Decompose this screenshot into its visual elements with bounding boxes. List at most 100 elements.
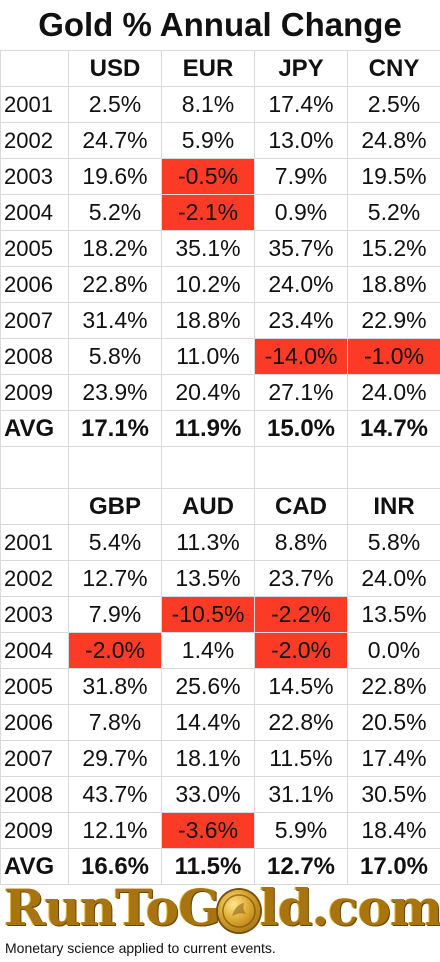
value-cell: 18.8% — [347, 266, 440, 303]
value-cell: 20.4% — [161, 374, 255, 411]
logo-area: RunToG ld.com Monetary science applied to… — [0, 874, 440, 962]
chart-title: Gold % Annual Change — [38, 6, 402, 43]
table-row: 2009 12.1% -3.6% 5.9% 18.4% — [0, 812, 440, 849]
table-row: 2009 23.9% 20.4% 27.1% 24.0% — [0, 374, 440, 411]
negative-value-cell: -2.0% — [68, 632, 162, 669]
year-label: 2006 — [0, 704, 69, 741]
value-cell: 31.4% — [68, 302, 162, 339]
negative-value-cell: -0.5% — [161, 158, 255, 195]
value-cell: 7.9% — [254, 158, 348, 195]
spacer-cell — [161, 446, 255, 489]
negative-value-cell: -2.0% — [254, 632, 348, 669]
year-label: 2001 — [0, 86, 69, 123]
column-header: EUR — [161, 50, 255, 87]
year-label: 2008 — [0, 776, 69, 813]
average-value: 11.9% — [161, 410, 255, 447]
value-cell: 27.1% — [254, 374, 348, 411]
value-cell: 31.1% — [254, 776, 348, 813]
value-cell: 8.1% — [161, 86, 255, 123]
logo-tagline: Monetary science applied to current even… — [5, 940, 276, 956]
average-value: 16.6% — [68, 848, 162, 885]
column-header: AUD — [161, 488, 255, 525]
average-value: 14.7% — [347, 410, 440, 447]
column-header: JPY — [254, 50, 348, 87]
average-value: 17.1% — [68, 410, 162, 447]
corner-cell — [0, 488, 69, 525]
negative-value-cell: -2.1% — [161, 194, 255, 231]
average-label: AVG — [0, 848, 69, 885]
value-cell: 1.4% — [161, 632, 255, 669]
gold-coin-icon — [218, 890, 260, 932]
table-row: 2006 7.8% 14.4% 22.8% 20.5% — [0, 704, 440, 741]
year-label: 2007 — [0, 302, 69, 339]
value-cell: 24.7% — [68, 122, 162, 159]
table-row: 2002 24.7% 5.9% 13.0% 24.8% — [0, 122, 440, 159]
value-cell: 24.0% — [347, 560, 440, 597]
average-row: AVG 16.6% 11.5% 12.7% 17.0% — [0, 848, 440, 885]
value-cell: 22.8% — [68, 266, 162, 303]
header-row: USD EUR JPY CNY — [0, 50, 440, 87]
value-cell: 5.2% — [347, 194, 440, 231]
column-header: GBP — [68, 488, 162, 525]
table-row: 2008 5.8% 11.0% -14.0% -1.0% — [0, 338, 440, 375]
value-cell: 35.7% — [254, 230, 348, 267]
value-cell: 5.2% — [68, 194, 162, 231]
value-cell: 18.2% — [68, 230, 162, 267]
negative-value-cell: -1.0% — [347, 338, 440, 375]
spacer-cell — [254, 446, 348, 489]
value-cell: 13.0% — [254, 122, 348, 159]
negative-value-cell: -14.0% — [254, 338, 348, 375]
value-cell: 7.9% — [68, 596, 162, 633]
value-cell: 8.8% — [254, 524, 348, 561]
table-row: 2004 5.2% -2.1% 0.9% 5.2% — [0, 194, 440, 231]
value-cell: 10.2% — [161, 266, 255, 303]
year-label: 2009 — [0, 812, 69, 849]
value-cell: 11.0% — [161, 338, 255, 375]
year-label: 2009 — [0, 374, 69, 411]
value-cell: 35.1% — [161, 230, 255, 267]
table-row: 2006 22.8% 10.2% 24.0% 18.8% — [0, 266, 440, 303]
year-label: 2008 — [0, 338, 69, 375]
value-cell: 25.6% — [161, 668, 255, 705]
spacer-cell — [68, 446, 162, 489]
value-cell: 19.6% — [68, 158, 162, 195]
average-row: AVG 17.1% 11.9% 15.0% 14.7% — [0, 410, 440, 447]
value-cell: 5.9% — [254, 812, 348, 849]
negative-value-cell: -2.2% — [254, 596, 348, 633]
year-label: 2003 — [0, 158, 69, 195]
year-label: 2002 — [0, 122, 69, 159]
value-cell: 11.5% — [254, 740, 348, 777]
header-row: GBP AUD CAD INR — [0, 488, 440, 525]
value-cell: 43.7% — [68, 776, 162, 813]
year-label: 2002 — [0, 560, 69, 597]
value-cell: 14.5% — [254, 668, 348, 705]
value-cell: 7.8% — [68, 704, 162, 741]
value-cell: 20.5% — [347, 704, 440, 741]
value-cell: 29.7% — [68, 740, 162, 777]
value-cell: 2.5% — [347, 86, 440, 123]
column-header: INR — [347, 488, 440, 525]
table-row: 2003 19.6% -0.5% 7.9% 19.5% — [0, 158, 440, 195]
value-cell: 17.4% — [254, 86, 348, 123]
value-cell: 13.5% — [347, 596, 440, 633]
value-cell: 0.9% — [254, 194, 348, 231]
year-label: 2007 — [0, 740, 69, 777]
year-label: 2004 — [0, 632, 69, 669]
value-cell: 13.5% — [161, 560, 255, 597]
column-header: CAD — [254, 488, 348, 525]
table-row: 2005 18.2% 35.1% 35.7% 15.2% — [0, 230, 440, 267]
value-cell: 33.0% — [161, 776, 255, 813]
table-row: 2008 43.7% 33.0% 31.1% 30.5% — [0, 776, 440, 813]
value-cell: 22.8% — [254, 704, 348, 741]
value-cell: 18.8% — [161, 302, 255, 339]
year-label: 2005 — [0, 230, 69, 267]
value-cell: 31.8% — [68, 668, 162, 705]
spacer-cell — [347, 446, 440, 489]
value-cell: 12.7% — [68, 560, 162, 597]
table-row: 2002 12.7% 13.5% 23.7% 24.0% — [0, 560, 440, 597]
table-row: 2001 5.4% 11.3% 8.8% 5.8% — [0, 524, 440, 561]
value-cell: 5.4% — [68, 524, 162, 561]
table-row: 2007 31.4% 18.8% 23.4% 22.9% — [0, 302, 440, 339]
value-cell: 5.9% — [161, 122, 255, 159]
average-value: 17.0% — [347, 848, 440, 885]
